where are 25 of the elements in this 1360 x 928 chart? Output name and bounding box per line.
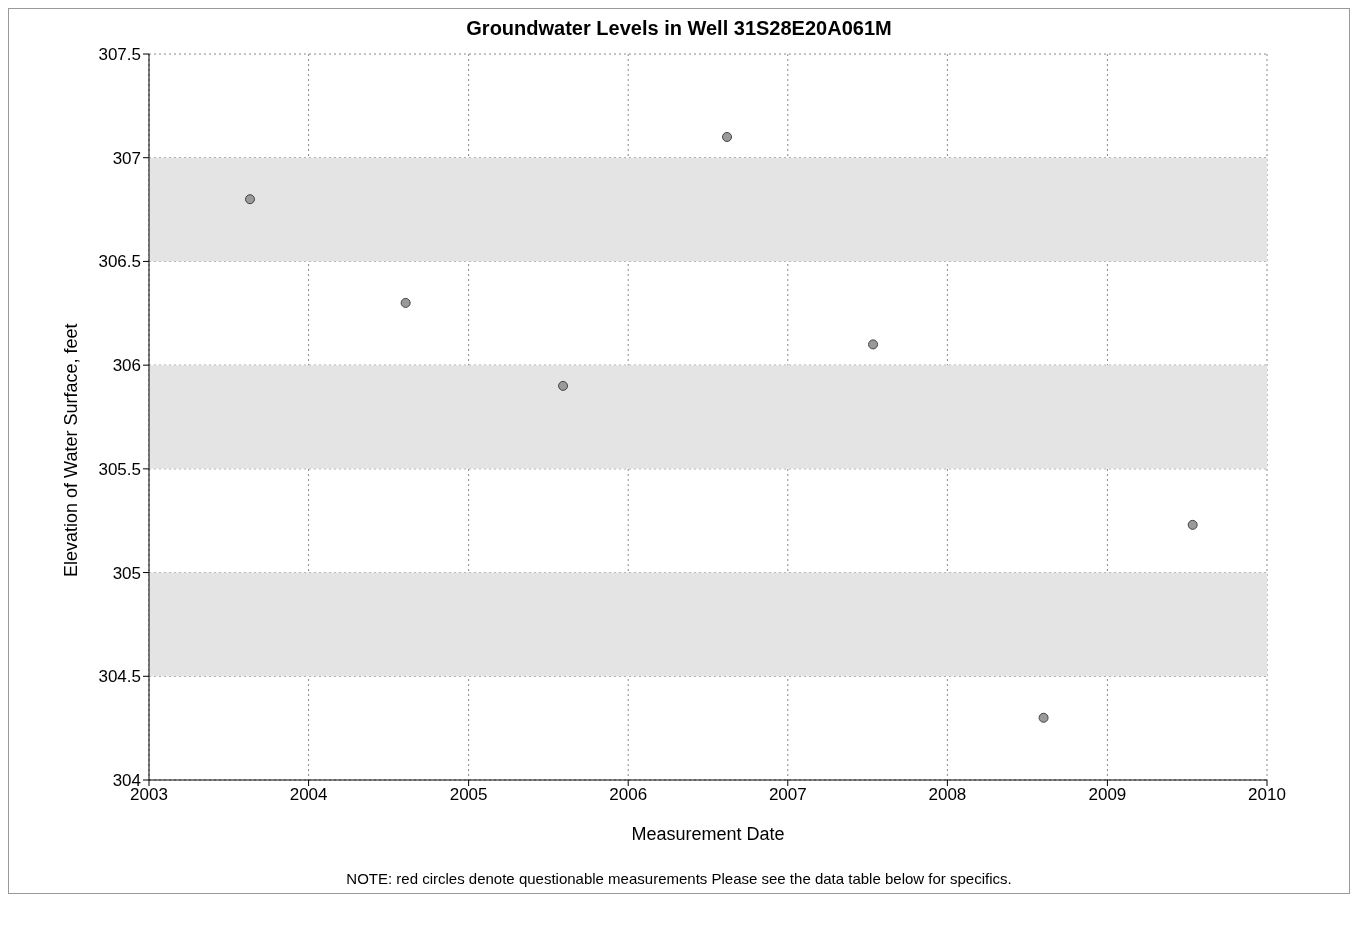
x-tick-label: 2007 xyxy=(768,785,807,805)
y-tick-label: 306 xyxy=(112,356,141,376)
point xyxy=(400,297,411,308)
point xyxy=(245,194,255,205)
y-tick-label: 304.5 xyxy=(98,667,141,687)
point xyxy=(1187,519,1198,530)
x-tick-label: 2008 xyxy=(928,785,967,805)
chart-title: Groundwater Levels in Well 31S28E20A061M xyxy=(465,17,893,40)
point xyxy=(558,380,569,391)
x-tick-label: 2009 xyxy=(1088,785,1127,805)
y-tick-label: 307 xyxy=(112,148,141,168)
text: NOTE: red circles denote questionable measurements Please see the data table below for specifics. xyxy=(345,870,1013,887)
y-axis-title: Elevation of Water Surface, feet xyxy=(61,323,82,577)
y-tick-label: 305.5 xyxy=(98,459,141,479)
x-tick-label: 2004 xyxy=(289,785,328,805)
x-tick-label: 2010 xyxy=(1248,785,1286,805)
x-axis-title: Measurement Date xyxy=(631,824,785,844)
x-tick-label: 2005 xyxy=(449,785,488,805)
x-tick-label: 2006 xyxy=(609,785,648,805)
y-tick-label: 307.5 xyxy=(98,45,141,65)
point xyxy=(1038,712,1049,723)
y-tick-label: 306.5 xyxy=(98,252,141,272)
y-tick-label: 305 xyxy=(112,563,141,583)
point xyxy=(722,131,733,142)
point xyxy=(868,339,879,350)
